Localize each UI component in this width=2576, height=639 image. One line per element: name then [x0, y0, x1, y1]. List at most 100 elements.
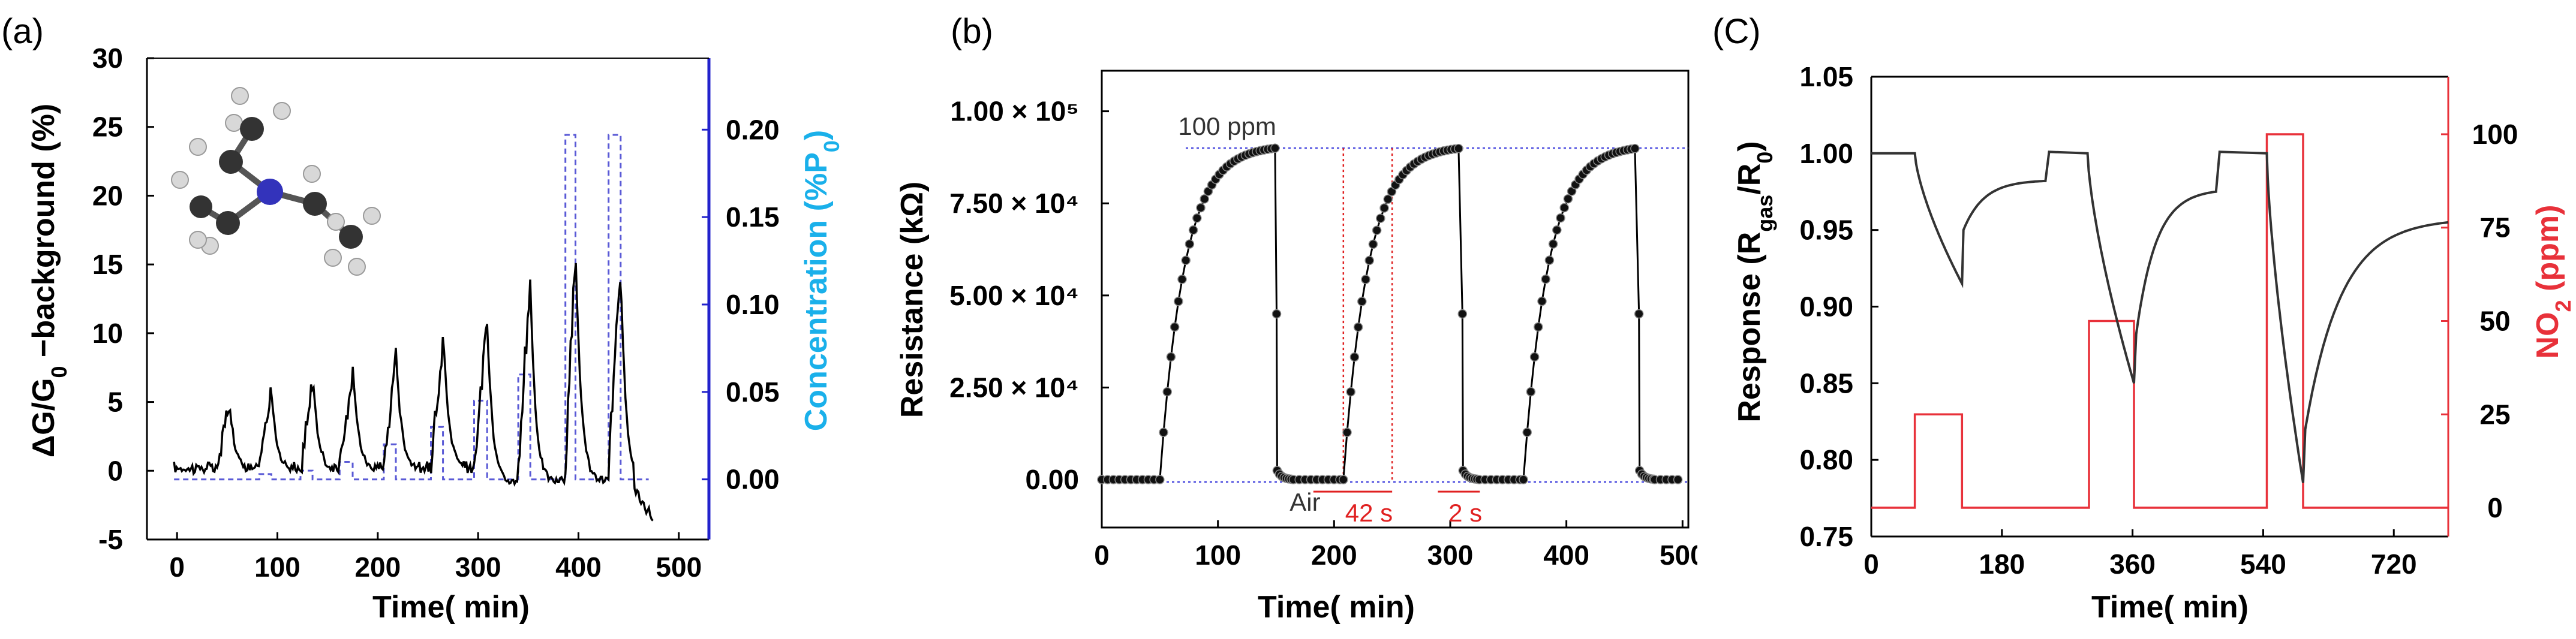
carbon-atom	[219, 150, 243, 174]
x-tick-label: 200	[354, 551, 401, 583]
y-tick-label: 5.00 × 10⁴	[949, 280, 1079, 311]
data-point	[1376, 213, 1385, 223]
y-tick-label: 0.90	[1799, 291, 1853, 322]
data-point	[1166, 352, 1176, 362]
carbon-atom	[240, 117, 264, 141]
panel-a-concentration-series	[174, 134, 649, 481]
carbon-atom	[190, 195, 212, 218]
panel-label-b: (b)	[951, 12, 993, 51]
data-point	[1159, 427, 1168, 438]
data-point	[1383, 194, 1393, 204]
concentration-line	[174, 134, 649, 481]
x-tick-label: 720	[2371, 548, 2417, 580]
data-point	[1364, 255, 1374, 266]
y-tick-label: 1.05	[1799, 61, 1853, 92]
annotation-air: Air	[1289, 488, 1320, 516]
data-point	[1522, 427, 1532, 437]
data-point	[1192, 213, 1202, 223]
data-point	[1529, 352, 1540, 362]
panel-label-a: (a)	[1, 12, 44, 51]
x-tick-label: 200	[1311, 539, 1357, 571]
y-tick-label: 30	[92, 43, 123, 74]
y-tick-label: 0.75	[1799, 521, 1853, 552]
y2-tick-label: 0.20	[726, 114, 780, 145]
hydrogen-atom	[171, 171, 189, 189]
chart-panel-c: (C) 0 180 360 540 720 0.75 0.80 0.85 0.90 0.95 1.0…	[1712, 12, 2575, 625]
data-point	[1634, 309, 1644, 319]
annotation-42s: 42 s	[1345, 499, 1393, 527]
chart-panel-a: (a) 0 100 200 300 400 500 -5 0 5 10 15 20 25 30 0.00 0.…	[1, 12, 844, 625]
data-point	[1361, 275, 1370, 284]
panel-a-axes: 0 100 200 300 400 500 -5 0 5 10 15 20 25 30 0.00 0.05 0.…	[92, 43, 780, 583]
x-tick-label: 300	[1427, 539, 1474, 571]
hydrogen-atom	[189, 231, 207, 249]
data-point	[1174, 296, 1183, 306]
panel-c-axes: 0 180 360 540 720 0.75 0.80 0.85 0.90 0.95 1.00 1.0…	[1799, 61, 2518, 580]
y2-tick-label: 0.05	[726, 376, 780, 408]
y2-tick-label: 0.00	[726, 464, 780, 495]
y2-tick-label: 50	[2479, 305, 2510, 336]
x-tick-label: 360	[2109, 548, 2156, 580]
y-tick-label: 1.00 × 10⁵	[950, 96, 1079, 127]
data-point	[1270, 143, 1280, 153]
data-point	[1200, 194, 1209, 204]
y2-tick-label: 0	[2487, 492, 2503, 523]
x-tick-label: 540	[2240, 548, 2286, 580]
panel-c-no2-series	[1871, 133, 2448, 509]
x-tick-label: 300	[455, 551, 501, 583]
hydrogen-atom	[327, 213, 345, 231]
panel-b-guides	[1102, 147, 1688, 483]
y2-tick-label: 75	[2479, 212, 2510, 243]
carbon-atom	[216, 211, 240, 235]
hydrogen-atom	[225, 114, 243, 132]
response-line	[1871, 150, 2449, 483]
x-tick-label: 0	[169, 551, 185, 583]
panel-a-response-series	[173, 263, 654, 522]
molecule-illustration	[171, 87, 381, 276]
data-point	[1368, 239, 1378, 249]
hydrogen-atom	[273, 102, 291, 120]
panel-c-response-series	[1871, 150, 2449, 483]
panel-b-ylabel: Resistance (kΩ)	[895, 182, 930, 418]
panel-a-y2label: Concentration (%P0)	[799, 130, 844, 432]
data-point	[1563, 194, 1573, 204]
panel-a-ylabel: ΔG/G0 −background (%)	[26, 104, 71, 457]
panel-b-annotations: 100 ppm Air 42 s 2 s	[1178, 112, 1482, 527]
y-tick-label: 0.00	[1025, 464, 1079, 495]
data-point	[1185, 239, 1195, 249]
panel-b-xlabel: Time( min)	[1258, 590, 1415, 625]
y-tick-label: 25	[92, 111, 123, 143]
y-tick-label: -5	[98, 524, 123, 555]
data-point	[1155, 475, 1165, 484]
panel-b-resistance-series	[1097, 143, 1683, 484]
x-tick-label: 400	[1543, 539, 1589, 571]
data-point	[1519, 475, 1528, 484]
annotation-100ppm: 100 ppm	[1178, 112, 1276, 140]
data-point	[1552, 225, 1562, 235]
x-tick-label: 400	[555, 551, 602, 583]
data-point	[1170, 322, 1180, 332]
data-point	[1162, 387, 1172, 397]
y-tick-label: 5	[107, 387, 123, 418]
x-tick-label: 100	[1195, 539, 1241, 571]
data-point	[1349, 352, 1360, 362]
data-point	[1372, 225, 1382, 235]
data-point	[1526, 387, 1536, 397]
carbon-atom	[303, 192, 327, 216]
panel-c-ylabel: Response (Rgas/R0)	[1732, 141, 1777, 422]
panel-b-frame	[1101, 70, 1690, 529]
chart-panel-b: (b) 0 100 200 300 400 500 0.00 2.50 × 10⁴ 5.00 ×…	[895, 12, 1697, 625]
x-tick-label: 0	[1863, 548, 1879, 580]
data-point	[1541, 274, 1550, 284]
annotation-2s: 2 s	[1448, 499, 1482, 527]
data-point	[1339, 475, 1348, 484]
y-tick-label: 2.50 × 10⁴	[949, 372, 1079, 403]
panel-c-y2label: NO2 (ppm)	[2530, 205, 2575, 359]
y-tick-label: 0.80	[1799, 444, 1853, 475]
hydrogen-atom	[363, 207, 381, 225]
y-tick-label: 7.50 × 10⁴	[949, 188, 1079, 219]
data-point	[1272, 309, 1282, 319]
data-point	[1457, 309, 1468, 319]
y2-tick-label: 100	[2472, 119, 2518, 150]
hydrogen-atom	[324, 249, 342, 267]
